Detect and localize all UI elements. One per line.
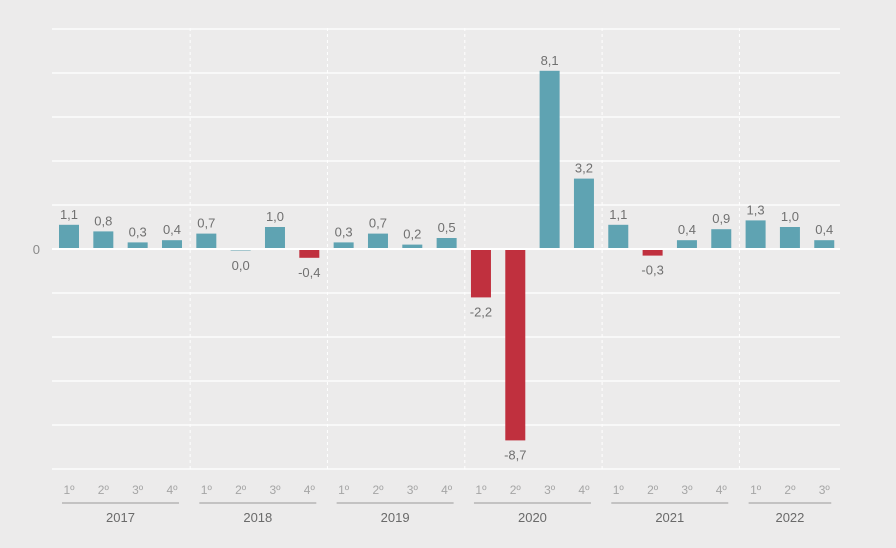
year-label: 2018 xyxy=(243,510,272,525)
quarter-tick-label: 4º xyxy=(304,483,316,497)
data-label: 0,8 xyxy=(94,213,112,228)
bar-2019-q1 xyxy=(333,242,354,249)
quarter-tick-label: 3º xyxy=(819,483,831,497)
quarter-tick-label: 2º xyxy=(647,483,659,497)
bar-2017-q1 xyxy=(59,224,79,249)
year-label: 2019 xyxy=(381,510,410,525)
quarter-tick-label: 2º xyxy=(372,483,384,497)
bar-2020-q3 xyxy=(539,70,560,249)
data-label: 1,0 xyxy=(781,209,799,224)
data-label: 8,1 xyxy=(541,53,559,68)
data-label: 0,0 xyxy=(232,258,250,273)
data-label: -8,7 xyxy=(504,447,526,462)
bars xyxy=(59,70,835,441)
bar-2017-q4 xyxy=(161,240,182,249)
data-label: 1,3 xyxy=(747,202,765,217)
grid-layer xyxy=(52,28,840,470)
quarter-tick-label: 1º xyxy=(201,483,213,497)
bar-2017-q3 xyxy=(127,242,148,249)
data-label: 3,2 xyxy=(575,161,593,176)
bar-2020-q2 xyxy=(505,249,526,441)
data-label: 0,3 xyxy=(129,224,147,239)
data-labels: 1,1 0,8 0,3 0,4 0,7 0,0 1,0 -0,4 0,3 0,7 0,2 0,5 -2,… xyxy=(60,53,833,463)
bar-2021-q3 xyxy=(676,240,697,249)
quarter-tick-label: 1º xyxy=(750,483,762,497)
data-label: 1,1 xyxy=(609,207,627,222)
data-label: 0,4 xyxy=(163,222,181,237)
data-label: 0,3 xyxy=(335,224,353,239)
quarter-tick-label: 4º xyxy=(578,483,590,497)
year-label: 2020 xyxy=(518,510,547,525)
bar-2018-q4 xyxy=(299,249,320,258)
quarter-tick-label: 4º xyxy=(441,483,453,497)
quarter-tick-label: 1º xyxy=(475,483,487,497)
bar-2020-q1 xyxy=(470,249,491,298)
quarter-tick-label: 2º xyxy=(235,483,247,497)
bar-2022-q3 xyxy=(814,240,835,249)
year-label: 2021 xyxy=(655,510,684,525)
data-label: -0,3 xyxy=(641,263,663,278)
quarter-tick-label: 1º xyxy=(613,483,625,497)
x-axis: 0 1º 2º 3º 4º 1º 2º 3º 4º 1º 2º 3º 4º 1º 2º 3º 4º 1º 2º 3º 4… xyxy=(33,242,832,525)
quarter-tick-label: 2º xyxy=(784,483,796,497)
data-label: 0,4 xyxy=(678,222,696,237)
quarter-tick-label: 4º xyxy=(716,483,728,497)
quarter-tick-label: 1º xyxy=(338,483,350,497)
bar-2021-q1 xyxy=(608,224,629,249)
quarter-tick-label: 3º xyxy=(407,483,419,497)
data-label: 0,7 xyxy=(197,216,215,231)
bar-2021-q2 xyxy=(642,249,663,256)
bar-2021-q4 xyxy=(711,229,732,249)
year-label: 2017 xyxy=(106,510,135,525)
bar-2022-q1 xyxy=(745,220,766,249)
quarter-tick-label: 1º xyxy=(63,483,75,497)
year-label: 2022 xyxy=(775,510,804,525)
year-dividers xyxy=(189,28,740,470)
quarter-tick-label: 3º xyxy=(544,483,556,497)
data-label: 1,1 xyxy=(60,207,78,222)
quarter-tick-label: 3º xyxy=(681,483,693,497)
y-tick-label: 0 xyxy=(33,242,40,257)
quarter-tick-label: 4º xyxy=(166,483,178,497)
bar-2019-q2 xyxy=(367,233,388,249)
data-label: 1,0 xyxy=(266,209,284,224)
bar-2018-q3 xyxy=(264,227,285,249)
bar-2020-q4 xyxy=(573,178,594,249)
data-label: 0,5 xyxy=(438,220,456,235)
bar-2022-q2 xyxy=(779,227,800,249)
quarter-tick-label: 3º xyxy=(132,483,144,497)
quarter-tick-label: 3º xyxy=(269,483,281,497)
data-label: 0,4 xyxy=(815,222,833,237)
bar-2019-q4 xyxy=(436,238,457,249)
bar-2019-q3 xyxy=(402,244,423,249)
data-label: 0,2 xyxy=(403,227,421,242)
data-label: -2,2 xyxy=(470,304,492,319)
bar-2017-q2 xyxy=(93,231,114,249)
data-label: -0,4 xyxy=(298,265,320,280)
quarter-tick-label: 2º xyxy=(98,483,110,497)
data-label: 0,7 xyxy=(369,216,387,231)
quarter-tick-label: 2º xyxy=(510,483,522,497)
bar-2018-q1 xyxy=(196,233,217,249)
data-label: 0,9 xyxy=(712,211,730,226)
